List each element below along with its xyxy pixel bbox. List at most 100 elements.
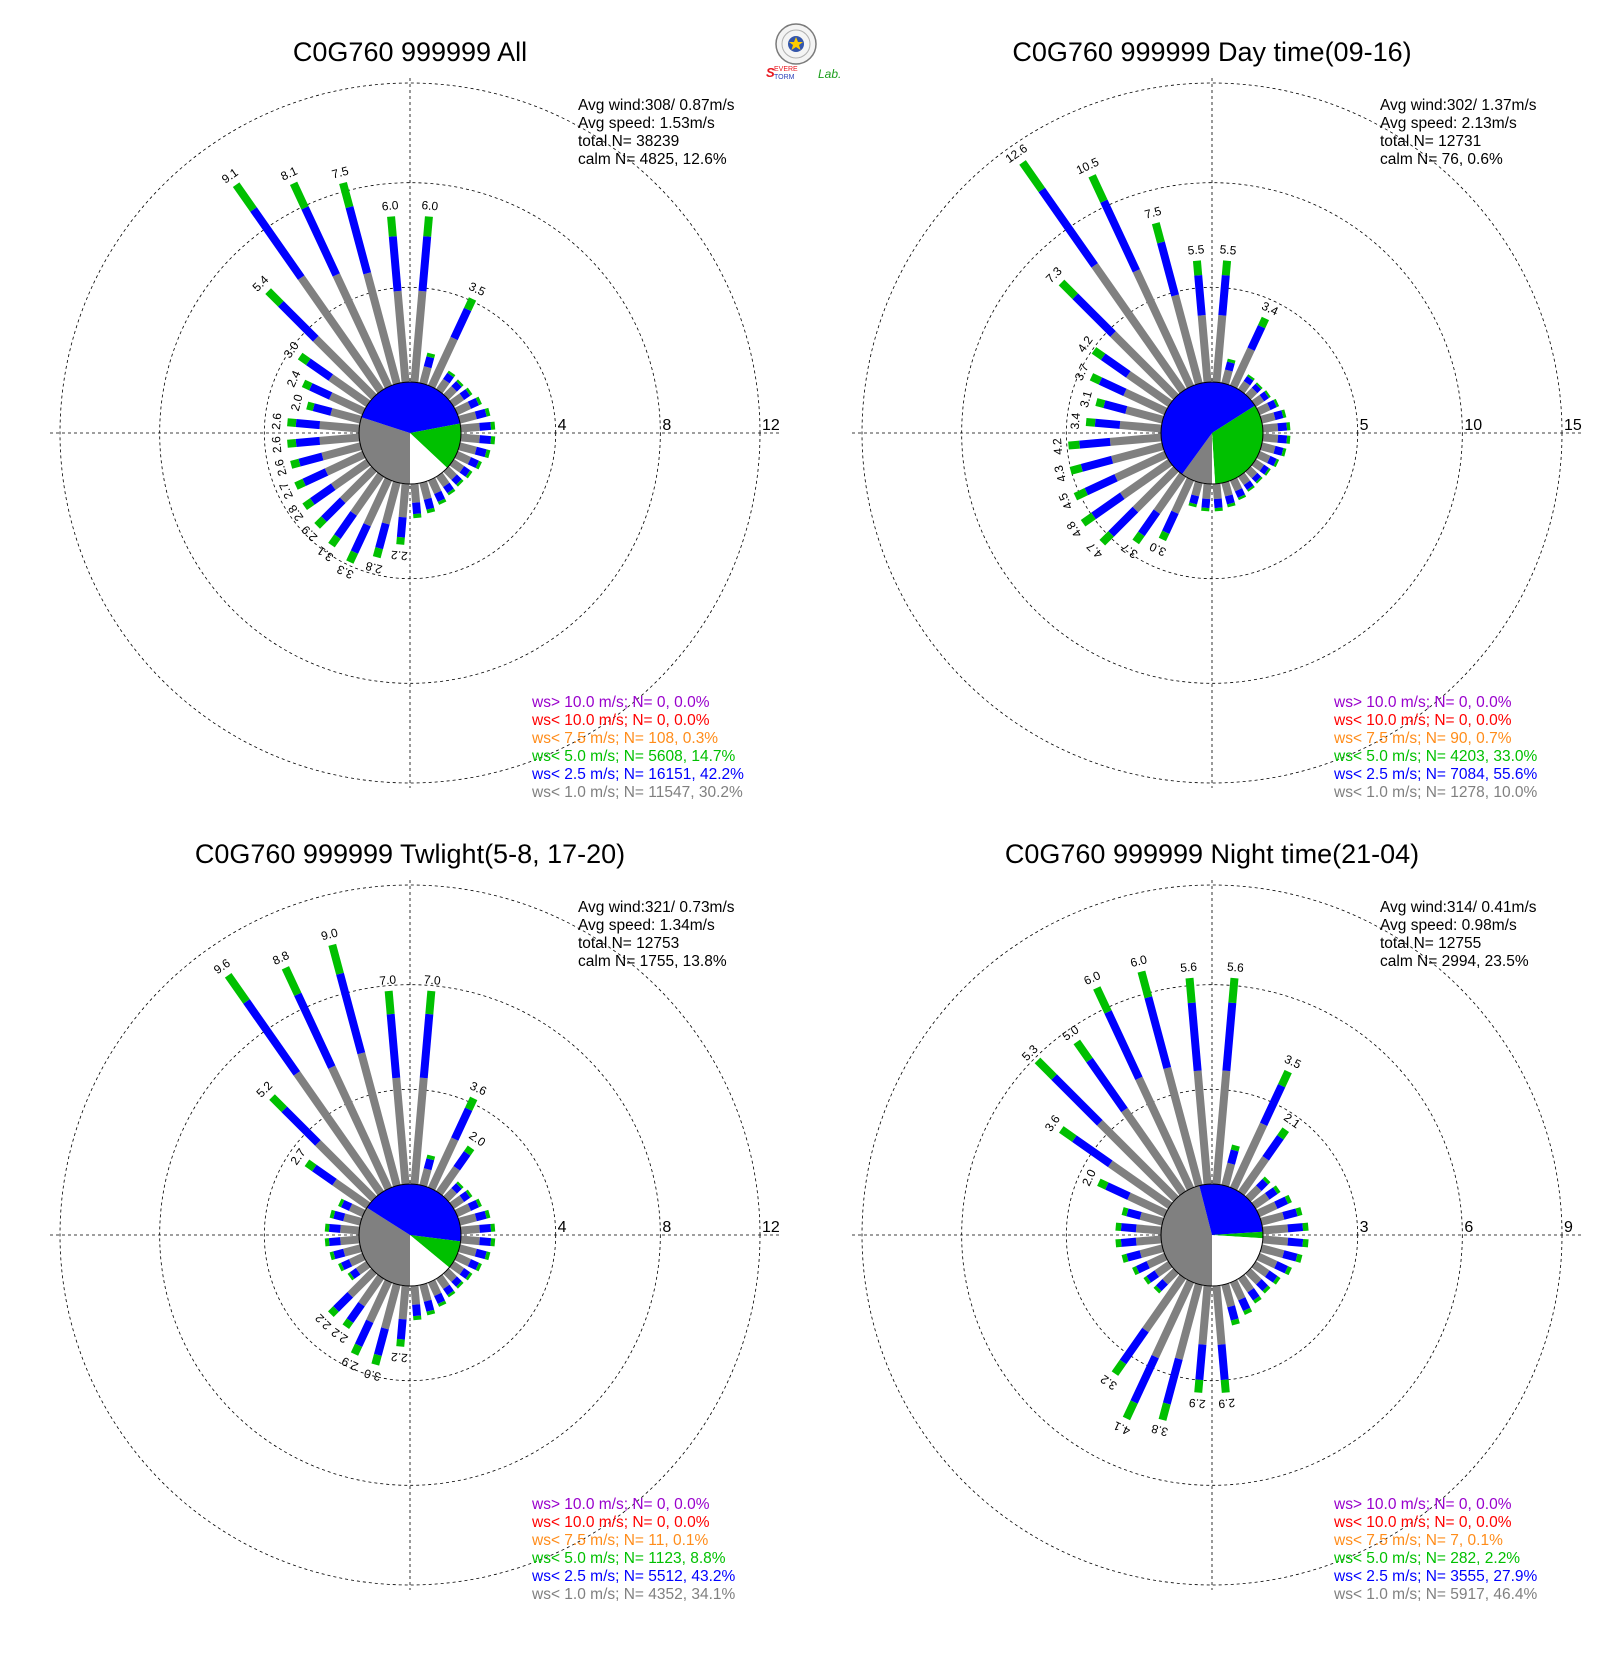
direction-bar-segment: [435, 472, 450, 488]
direction-bar-segment: [250, 207, 305, 280]
bar-value-label: 4.8: [1063, 518, 1084, 540]
bar-value-label: 3.6: [1042, 1112, 1063, 1134]
direction-bar-segment: [451, 474, 462, 485]
direction-bar-segment: [396, 536, 405, 545]
direction-bar-segment: [375, 522, 390, 550]
direction-bar-segment: [1174, 1283, 1203, 1360]
direction-bar-segment: [426, 352, 436, 359]
direction-bar-segment: [435, 1165, 461, 1196]
direction-bar-segment: [1227, 502, 1236, 508]
bar-value-label: 3.4: [1259, 299, 1280, 319]
direction-bar-segment: [458, 442, 477, 455]
legend-entry: ws< 7.5 m/s; N= 90, 0.7%: [1333, 730, 1512, 747]
direction-bar-segment: [298, 452, 324, 467]
direction-bar-segment: [281, 1106, 321, 1146]
direction-bar-segment: [419, 366, 432, 385]
direction-bar-segment: [396, 1318, 407, 1340]
direction-bar-segment: [392, 1077, 410, 1185]
direction-bar-segment: [339, 181, 354, 209]
legend-entry: ws< 5.0 m/s; N= 4203, 33.0%: [1333, 748, 1538, 765]
direction-bar-segment: [1212, 483, 1222, 500]
direction-bar-segment: [1079, 437, 1111, 449]
direction-bar-segment: [447, 370, 456, 378]
bar-value-label: 2.2: [328, 1325, 350, 1346]
bar-value-label: 5.0: [1060, 1022, 1082, 1043]
direction-bar-segment: [1095, 398, 1106, 409]
direction-bar-segment: [451, 381, 462, 392]
bar-value-label: 5.5: [1187, 242, 1205, 257]
bar-value-label: 2.7: [288, 1146, 309, 1168]
stats-line: calm N= 4825, 12.6%: [578, 151, 727, 168]
range-ring: [1065, 286, 1359, 580]
direction-bar-segment: [1085, 418, 1096, 427]
legend-entry: ws> 10.0 m/s; N= 0, 0.0%: [1333, 1496, 1512, 1513]
stats-line: Avg wind:314/ 0.41m/s: [1380, 899, 1537, 916]
direction-bar-segment: [371, 1353, 382, 1366]
direction-bar-segment: [1192, 260, 1203, 276]
direction-bar-segment: [1227, 358, 1236, 364]
direction-bar-segment: [338, 1198, 345, 1208]
direction-bar-segment: [426, 507, 436, 514]
direction-bar-segment: [1019, 160, 1046, 193]
severe-storm-lab-logo: S EVERE TORM Lab.: [766, 23, 841, 81]
direction-bar-segment: [1139, 1212, 1164, 1226]
direction-bar-segment: [295, 419, 321, 430]
wind-rose-panel: C0G760 999999 Twlight(5-8, 17-20) 4 8 12 2.2…: [50, 839, 780, 1603]
direction-bar-segment: [1146, 1270, 1160, 1283]
direction-bar-segment: [1073, 488, 1088, 501]
direction-bar-segment: [336, 972, 366, 1055]
direction-bar-segment: [329, 1251, 336, 1261]
direction-bar-segment: [1281, 409, 1287, 418]
direction-bar-segment: [1287, 1237, 1304, 1247]
bar-value-label: 10.5: [1074, 155, 1101, 178]
direction-bar-segment: [1110, 331, 1179, 400]
bar-value-label: 3.6: [468, 1079, 489, 1099]
direction-bar-segment: [459, 389, 471, 400]
stats-line: calm N= 2994, 23.5%: [1380, 953, 1529, 970]
direction-bar-segment: [1262, 1135, 1284, 1161]
direction-bar-segment: [309, 383, 333, 400]
stats-line: total N= 12731: [1380, 133, 1481, 150]
direction-bar-segment: [437, 1300, 447, 1307]
direction-bar-segment: [321, 497, 346, 522]
direction-bar-segment: [1251, 1260, 1270, 1277]
direction-bar-segment: [1189, 494, 1200, 505]
direction-bar-segment: [1284, 1194, 1292, 1204]
direction-bar-segment: [1237, 494, 1247, 501]
direction-bar-segment: [1237, 472, 1251, 486]
direction-bar-segment: [435, 1274, 450, 1290]
direction-bar-segment: [348, 1252, 366, 1267]
direction-bar-segment: [1247, 485, 1255, 492]
direction-bar-segment: [343, 1244, 362, 1257]
direction-bar-segment: [302, 468, 329, 487]
direction-bar-segment: [1109, 433, 1162, 446]
legend-entry: ws< 5.0 m/s; N= 1123, 8.8%: [531, 1550, 726, 1567]
calm-pie-slice: [359, 417, 410, 484]
legend-entry: ws< 1.0 m/s; N= 5917, 46.4%: [1333, 1586, 1538, 1603]
legend-entry: ws< 10.0 m/s; N= 0, 0.0%: [531, 712, 710, 729]
direction-bar-segment: [1282, 1250, 1298, 1262]
direction-bar-segment: [224, 973, 250, 1004]
direction-bar-segment: [1123, 388, 1168, 416]
direction-bar-segment: [458, 411, 477, 424]
direction-bar-segment: [1256, 450, 1271, 464]
direction-bar-segment: [474, 1210, 487, 1222]
direction-bar-segment: [463, 1145, 475, 1156]
direction-bar-segment: [384, 990, 395, 1015]
direction-bar-segment: [1157, 241, 1179, 297]
direction-bar-segment: [1130, 1355, 1159, 1404]
direction-bar-segment: [1193, 1070, 1212, 1185]
direction-bar-segment: [1137, 970, 1153, 999]
legend-entry: ws> 10.0 m/s; N= 0, 0.0%: [531, 694, 710, 711]
bar-value-label: 3.5: [1282, 1052, 1303, 1072]
direction-bar-segment: [1274, 1196, 1289, 1209]
direction-bar-segment: [1135, 1235, 1162, 1246]
direction-bar-segment: [1146, 1252, 1168, 1269]
direction-bar-segment: [1121, 1107, 1187, 1196]
direction-bar-segment: [1127, 1192, 1168, 1218]
calm-pie-slice: [1182, 433, 1212, 484]
direction-bar-segment: [1224, 494, 1235, 505]
bar-value-label: 3.0: [362, 1366, 382, 1384]
direction-bar-segment: [1202, 483, 1212, 500]
direction-bar-segment: [423, 216, 433, 237]
